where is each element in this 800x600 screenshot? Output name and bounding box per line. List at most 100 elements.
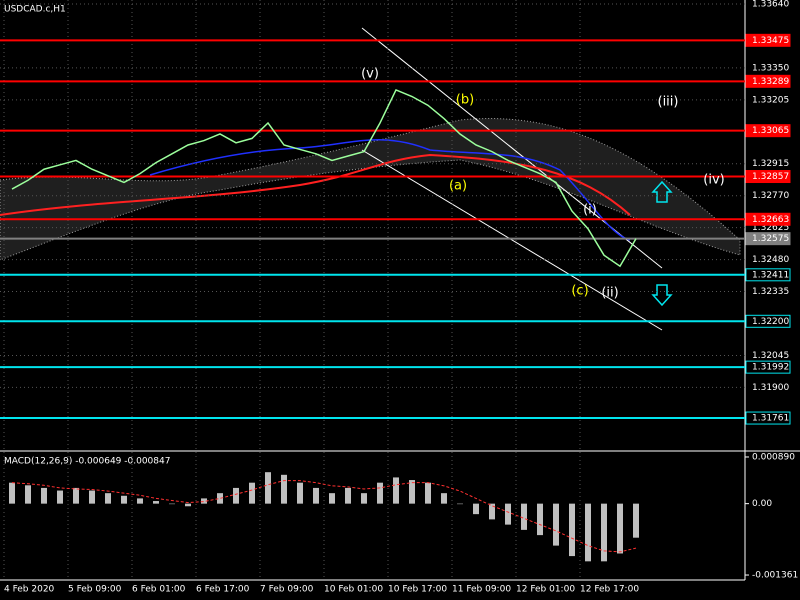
macd-bar	[281, 474, 287, 504]
level-label: 1.33475	[752, 36, 789, 46]
y-tick-label: 1.33640	[752, 0, 789, 9]
macd-bar	[361, 493, 367, 504]
macd-bar	[505, 503, 511, 525]
macd-bar	[121, 495, 127, 504]
x-tick-label: 6 Feb 01:00	[132, 585, 186, 595]
wave-label: (iii)	[658, 95, 679, 110]
level-label: 1.32575	[752, 234, 789, 244]
level-label: 1.32200	[752, 317, 789, 327]
macd-bar	[425, 482, 431, 504]
y-tick-label: 1.32045	[752, 351, 789, 361]
level-label-box	[745, 411, 791, 425]
macd-bar	[249, 482, 255, 504]
macd-bar	[185, 503, 191, 507]
y-tick-label: 1.32480	[752, 255, 789, 265]
macd-bar	[105, 493, 111, 504]
wave-label: (v)	[361, 67, 379, 82]
macd-bar	[393, 477, 399, 504]
macd-bar	[25, 485, 31, 504]
x-tick-label: 10 Feb 17:00	[388, 585, 447, 595]
level-label: 1.32857	[752, 172, 789, 182]
macd-bar	[41, 487, 47, 504]
macd-bar	[137, 498, 143, 504]
macd-bar	[569, 503, 575, 557]
x-tick-label: 5 Feb 09:00	[68, 585, 122, 595]
level-label-box	[745, 212, 791, 226]
macd-bar	[377, 482, 383, 504]
y-tick-label: 1.32335	[752, 287, 789, 297]
level-label-box	[745, 124, 791, 138]
y-tick-label: 0.00	[752, 499, 772, 509]
level-label-box	[745, 360, 791, 374]
y-tick-label: 1.33350	[752, 63, 789, 73]
macd-bar	[585, 503, 591, 562]
level-label: 1.32411	[752, 270, 789, 280]
macd-bar	[9, 482, 15, 504]
macd-title: MACD(12,26,9) -0.000649 -0.000847	[4, 457, 170, 467]
y-tick-label: 1.32915	[752, 159, 789, 169]
macd-bar	[89, 490, 95, 504]
wave-label: (a)	[449, 179, 467, 194]
macd-bar	[217, 493, 223, 504]
macd-bar	[73, 487, 79, 504]
wave-label: (i)	[583, 203, 597, 218]
y-tick-label: 1.32770	[752, 191, 789, 201]
level-label-box	[745, 268, 791, 282]
level-label-box	[745, 74, 791, 88]
level-label: 1.33289	[752, 77, 789, 87]
level-label-box	[745, 33, 791, 47]
macd-bar	[313, 487, 319, 504]
x-tick-label: 4 Feb 2020	[4, 585, 55, 595]
level-label-box	[745, 232, 791, 246]
macd-bar	[473, 503, 479, 515]
x-tick-label: 12 Feb 17:00	[580, 585, 639, 595]
macd-bar	[265, 472, 271, 504]
macd-bar	[441, 493, 447, 504]
signal-line	[11, 480, 637, 553]
level-label-box	[745, 170, 791, 184]
y-tick-label: -0.001361	[752, 571, 798, 581]
wave-label: (c)	[571, 284, 588, 299]
macd-bar	[153, 501, 159, 504]
level-label: 1.33065	[752, 126, 789, 136]
x-tick-label: 12 Feb 01:00	[516, 585, 575, 595]
wave-label: (ii)	[601, 286, 618, 301]
level-label: 1.32663	[752, 215, 789, 225]
ichimoku-cloud	[0, 118, 741, 261]
macd-bar	[553, 503, 559, 546]
macd-bar	[57, 490, 63, 504]
price-line	[11, 88, 637, 268]
macd-bar	[345, 487, 351, 504]
y-tick-label: 1.31900	[752, 383, 789, 393]
x-tick-label: 6 Feb 17:00	[196, 585, 250, 595]
y-tick-label: 1.33205	[752, 95, 789, 105]
macd-bar	[329, 493, 335, 504]
wave-label: (b)	[456, 93, 474, 108]
x-tick-label: 11 Feb 09:00	[452, 585, 511, 595]
level-label: 1.31761	[752, 414, 789, 424]
macd-bar	[201, 498, 207, 504]
macd-bar	[457, 503, 463, 505]
macd-bar	[537, 503, 543, 536]
macd-bar	[297, 482, 303, 504]
wave-label: (iv)	[703, 173, 724, 188]
macd-bar	[489, 503, 495, 520]
arrows	[651, 180, 673, 307]
macd-bar	[409, 480, 415, 504]
macd-bar	[169, 503, 175, 505]
x-tick-label: 7 Feb 09:00	[260, 585, 314, 595]
y-tick-label: 1.32625	[752, 223, 789, 233]
macd-bar	[617, 503, 623, 554]
macd-bar	[601, 503, 607, 562]
x-tick-label: 10 Feb 01:00	[324, 585, 383, 595]
macd-bar	[633, 503, 639, 538]
level-label-box	[745, 314, 791, 328]
macd-bar	[233, 487, 239, 504]
macd-bar	[521, 503, 527, 530]
level-label: 1.31992	[752, 363, 789, 373]
y-tick-label: 0.000890	[752, 452, 795, 462]
chart-title: USDCAD.c,H1	[4, 5, 66, 15]
